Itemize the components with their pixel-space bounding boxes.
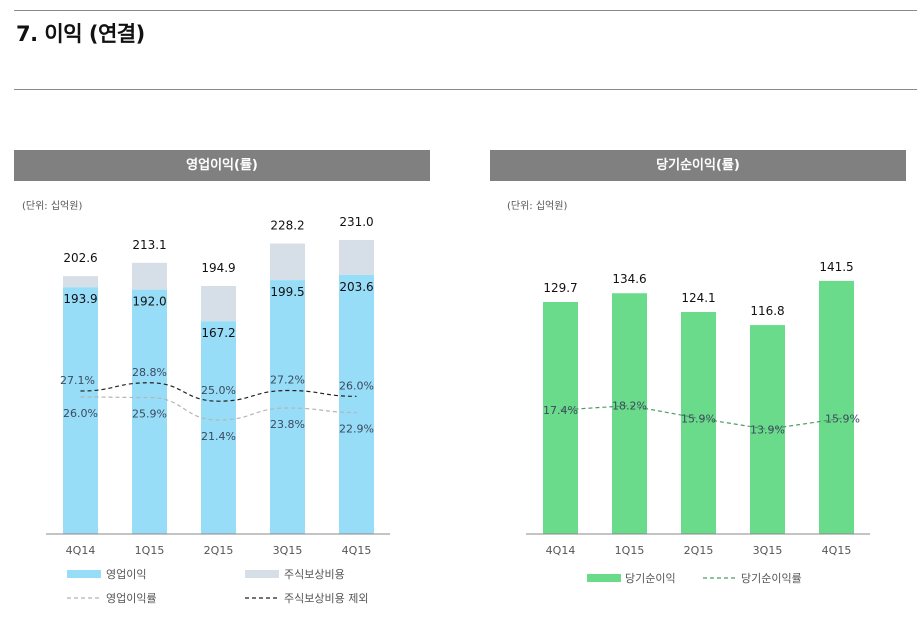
total-value-label: 194.9 bbox=[201, 261, 235, 275]
x-tick-label: 2Q15 bbox=[684, 544, 714, 557]
net-income-bar bbox=[543, 302, 578, 534]
legend-label-net-income: 당기순이익 bbox=[625, 572, 676, 585]
stock-comp-bar bbox=[132, 262, 167, 290]
x-tick-label: 4Q14 bbox=[546, 544, 576, 557]
x-tick-label: 1Q15 bbox=[615, 544, 645, 557]
x-tick-label: 2Q15 bbox=[204, 544, 234, 557]
total-value-label: 231.0 bbox=[339, 215, 373, 229]
operating-profit-value-label: 167.2 bbox=[201, 326, 235, 340]
net-margin-label: 17.4% bbox=[543, 404, 578, 417]
legend-label-ex-stock-comp: 주식보상비용 제외 bbox=[284, 592, 368, 605]
legend-swatch-net-income bbox=[587, 574, 621, 582]
net-income-bar bbox=[612, 293, 647, 534]
operating-margin-label: 25.9% bbox=[132, 408, 167, 421]
operating-profit-value-label: 193.9 bbox=[63, 292, 97, 306]
net-income-value-label: 116.8 bbox=[750, 304, 784, 318]
x-tick-label: 4Q15 bbox=[822, 544, 852, 557]
ex-stock-comp-margin-line bbox=[80, 382, 357, 402]
net-margin-label: 15.9% bbox=[681, 412, 716, 425]
net-income-bar bbox=[819, 280, 854, 534]
legend-swatch-stock-comp bbox=[245, 570, 279, 578]
title-rule bbox=[14, 89, 917, 90]
total-value-label: 202.6 bbox=[63, 251, 97, 265]
x-tick-label: 3Q15 bbox=[753, 544, 783, 557]
operating-profit-bar bbox=[270, 280, 305, 534]
page-title: 7. 이익 (연결) bbox=[16, 22, 145, 46]
operating-profit-bar bbox=[132, 289, 167, 534]
net-income-bar bbox=[750, 325, 785, 534]
x-tick-label: 4Q14 bbox=[66, 544, 96, 557]
operating-margin-label: 26.0% bbox=[63, 407, 98, 420]
net-margin-label: 18.2% bbox=[612, 400, 647, 413]
net-income-unit: (단위: 십억원) bbox=[507, 201, 568, 212]
ex-stock-comp-margin-label: 27.1% bbox=[60, 374, 95, 387]
operating-margin-label: 23.8% bbox=[270, 418, 305, 431]
net-margin-line bbox=[560, 404, 843, 430]
net-income-header: 당기순이익(률) bbox=[490, 150, 906, 181]
operating-profit-value-label: 203.6 bbox=[339, 280, 373, 294]
ex-stock-comp-margin-label: 28.8% bbox=[132, 366, 167, 379]
net-income-value-label: 134.6 bbox=[612, 272, 646, 286]
operating-margin-label: 22.9% bbox=[339, 423, 374, 436]
net-margin-label: 15.9% bbox=[825, 412, 860, 425]
operating-profit-bar bbox=[63, 287, 98, 534]
x-tick-label: 3Q15 bbox=[273, 544, 303, 557]
net-income-bar bbox=[681, 312, 716, 534]
operating-profit-unit: (단위: 십억원) bbox=[22, 201, 83, 212]
ex-stock-comp-margin-label: 26.0% bbox=[339, 379, 374, 392]
operating-margin-label: 21.4% bbox=[201, 430, 236, 443]
stock-comp-bar bbox=[201, 285, 236, 322]
operating-profit-bar bbox=[201, 321, 236, 534]
operating-profit-value-label: 199.5 bbox=[270, 285, 304, 299]
legend-label-stock-comp: 주식보상비용 bbox=[284, 568, 345, 581]
legend-swatch-operating-profit bbox=[67, 570, 101, 578]
net-income-value-label: 129.7 bbox=[543, 281, 577, 295]
operating-profit-value-label: 192.0 bbox=[132, 295, 166, 309]
net-margin-label: 13.9% bbox=[750, 423, 785, 436]
total-value-label: 213.1 bbox=[132, 238, 166, 252]
operating-profit-bar bbox=[339, 274, 374, 534]
legend-label-operating-margin: 영업이익률 bbox=[106, 592, 157, 605]
operating-profit-header: 영업이익(률) bbox=[14, 150, 430, 181]
ex-stock-comp-margin-label: 25.0% bbox=[201, 384, 236, 397]
operating-margin-line bbox=[80, 396, 357, 421]
net-income-value-label: 141.5 bbox=[819, 260, 853, 274]
ex-stock-comp-margin-label: 27.2% bbox=[270, 374, 305, 387]
net-income-value-label: 124.1 bbox=[681, 291, 715, 305]
legend-label-operating-profit: 영업이익 bbox=[106, 568, 146, 581]
x-tick-label: 4Q15 bbox=[342, 544, 372, 557]
legend-label-net-margin: 당기순이익률 bbox=[741, 572, 802, 585]
top-rule bbox=[14, 10, 917, 11]
total-value-label: 228.2 bbox=[270, 219, 304, 233]
stock-comp-bar bbox=[339, 240, 374, 275]
stock-comp-bar bbox=[63, 276, 98, 288]
stock-comp-bar bbox=[270, 243, 305, 281]
x-tick-label: 1Q15 bbox=[135, 544, 165, 557]
